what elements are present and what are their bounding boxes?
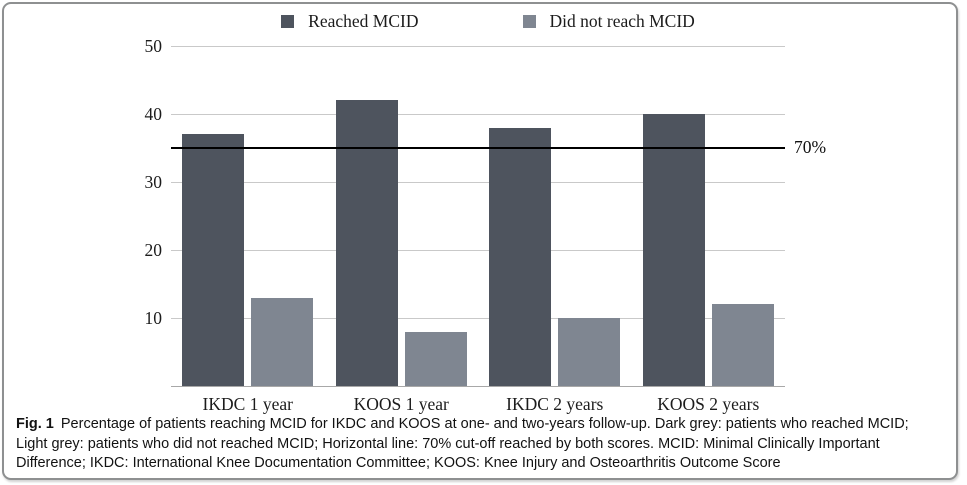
bar-chart-plot: 70% 10 20 30 40 50 IKDC 1 year KOOS 1 year IKDC… [4,4,956,478]
gridline-40 [171,114,785,115]
cutoff-line-label: 70% [794,137,827,157]
gridline-20 [171,250,785,251]
legend-item-did-not-reach-mcid: Did not reach MCID [522,11,695,32]
x-tick-label-ikdc-1-year: IKDC 1 year [202,394,293,414]
gridline-10 [171,318,785,319]
y-tick-label-10: 10 [144,308,163,328]
figure-caption: Fig. 1 Percentage of patients reaching MC… [16,415,940,474]
gridline-30 [171,182,785,183]
y-tick-label-30: 30 [144,172,163,192]
bar-did-not-reach-mcid-ikdc-2-years [558,318,621,386]
bar-reached-mcid-koos-2-years [642,114,705,386]
bar-reached-mcid-ikdc-1-year [182,134,245,386]
x-tick-label-koos-2-years: KOOS 2 years [657,394,760,414]
x-axis-line [171,386,785,387]
legend-item-reached-mcid: Reached MCID [281,11,419,32]
legend-label-did-not-reach-mcid: Did not reach MCID [549,11,695,31]
figure-caption-label: Fig. 1 [16,416,54,432]
bar-reached-mcid-koos-1-year [335,100,398,386]
gridline-50 [171,46,785,47]
x-tick-label-ikdc-2-years: IKDC 2 years [506,394,604,414]
bar-did-not-reach-mcid-koos-1-year [404,331,467,386]
y-tick-label-40: 40 [144,104,163,124]
figure-panel: Reached MCID Did not reach MCID 70% 10 20… [2,2,958,480]
chart-legend: Reached MCID Did not reach MCID [171,11,805,32]
y-tick-label-20: 20 [144,240,163,260]
legend-label-reached-mcid: Reached MCID [308,11,419,31]
figure-caption-text: Percentage of patients reaching MCID for… [16,416,909,471]
legend-swatch-dark-icon [281,15,295,28]
x-tick-label-koos-1-year: KOOS 1 year [353,394,449,414]
legend-swatch-light-icon [522,15,536,28]
cutoff-line [171,147,785,149]
y-tick-label-50: 50 [144,36,163,56]
bar-did-not-reach-mcid-koos-2-years [711,304,774,386]
bar-did-not-reach-mcid-ikdc-1-year [251,297,314,386]
bar-reached-mcid-ikdc-2-years [489,127,552,386]
